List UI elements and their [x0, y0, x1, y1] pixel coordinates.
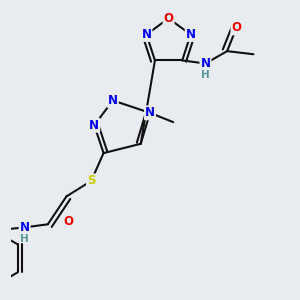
Text: O: O: [231, 21, 242, 34]
Text: N: N: [145, 106, 155, 119]
Text: N: N: [89, 119, 99, 132]
Text: N: N: [142, 28, 152, 41]
Text: N: N: [186, 28, 196, 41]
Text: N: N: [108, 94, 118, 107]
Text: O: O: [63, 215, 73, 228]
Text: S: S: [87, 175, 95, 188]
Text: H: H: [201, 70, 210, 80]
Text: O: O: [164, 12, 174, 25]
Text: N: N: [20, 221, 30, 234]
Text: N: N: [200, 57, 210, 70]
Text: H: H: [20, 234, 29, 244]
